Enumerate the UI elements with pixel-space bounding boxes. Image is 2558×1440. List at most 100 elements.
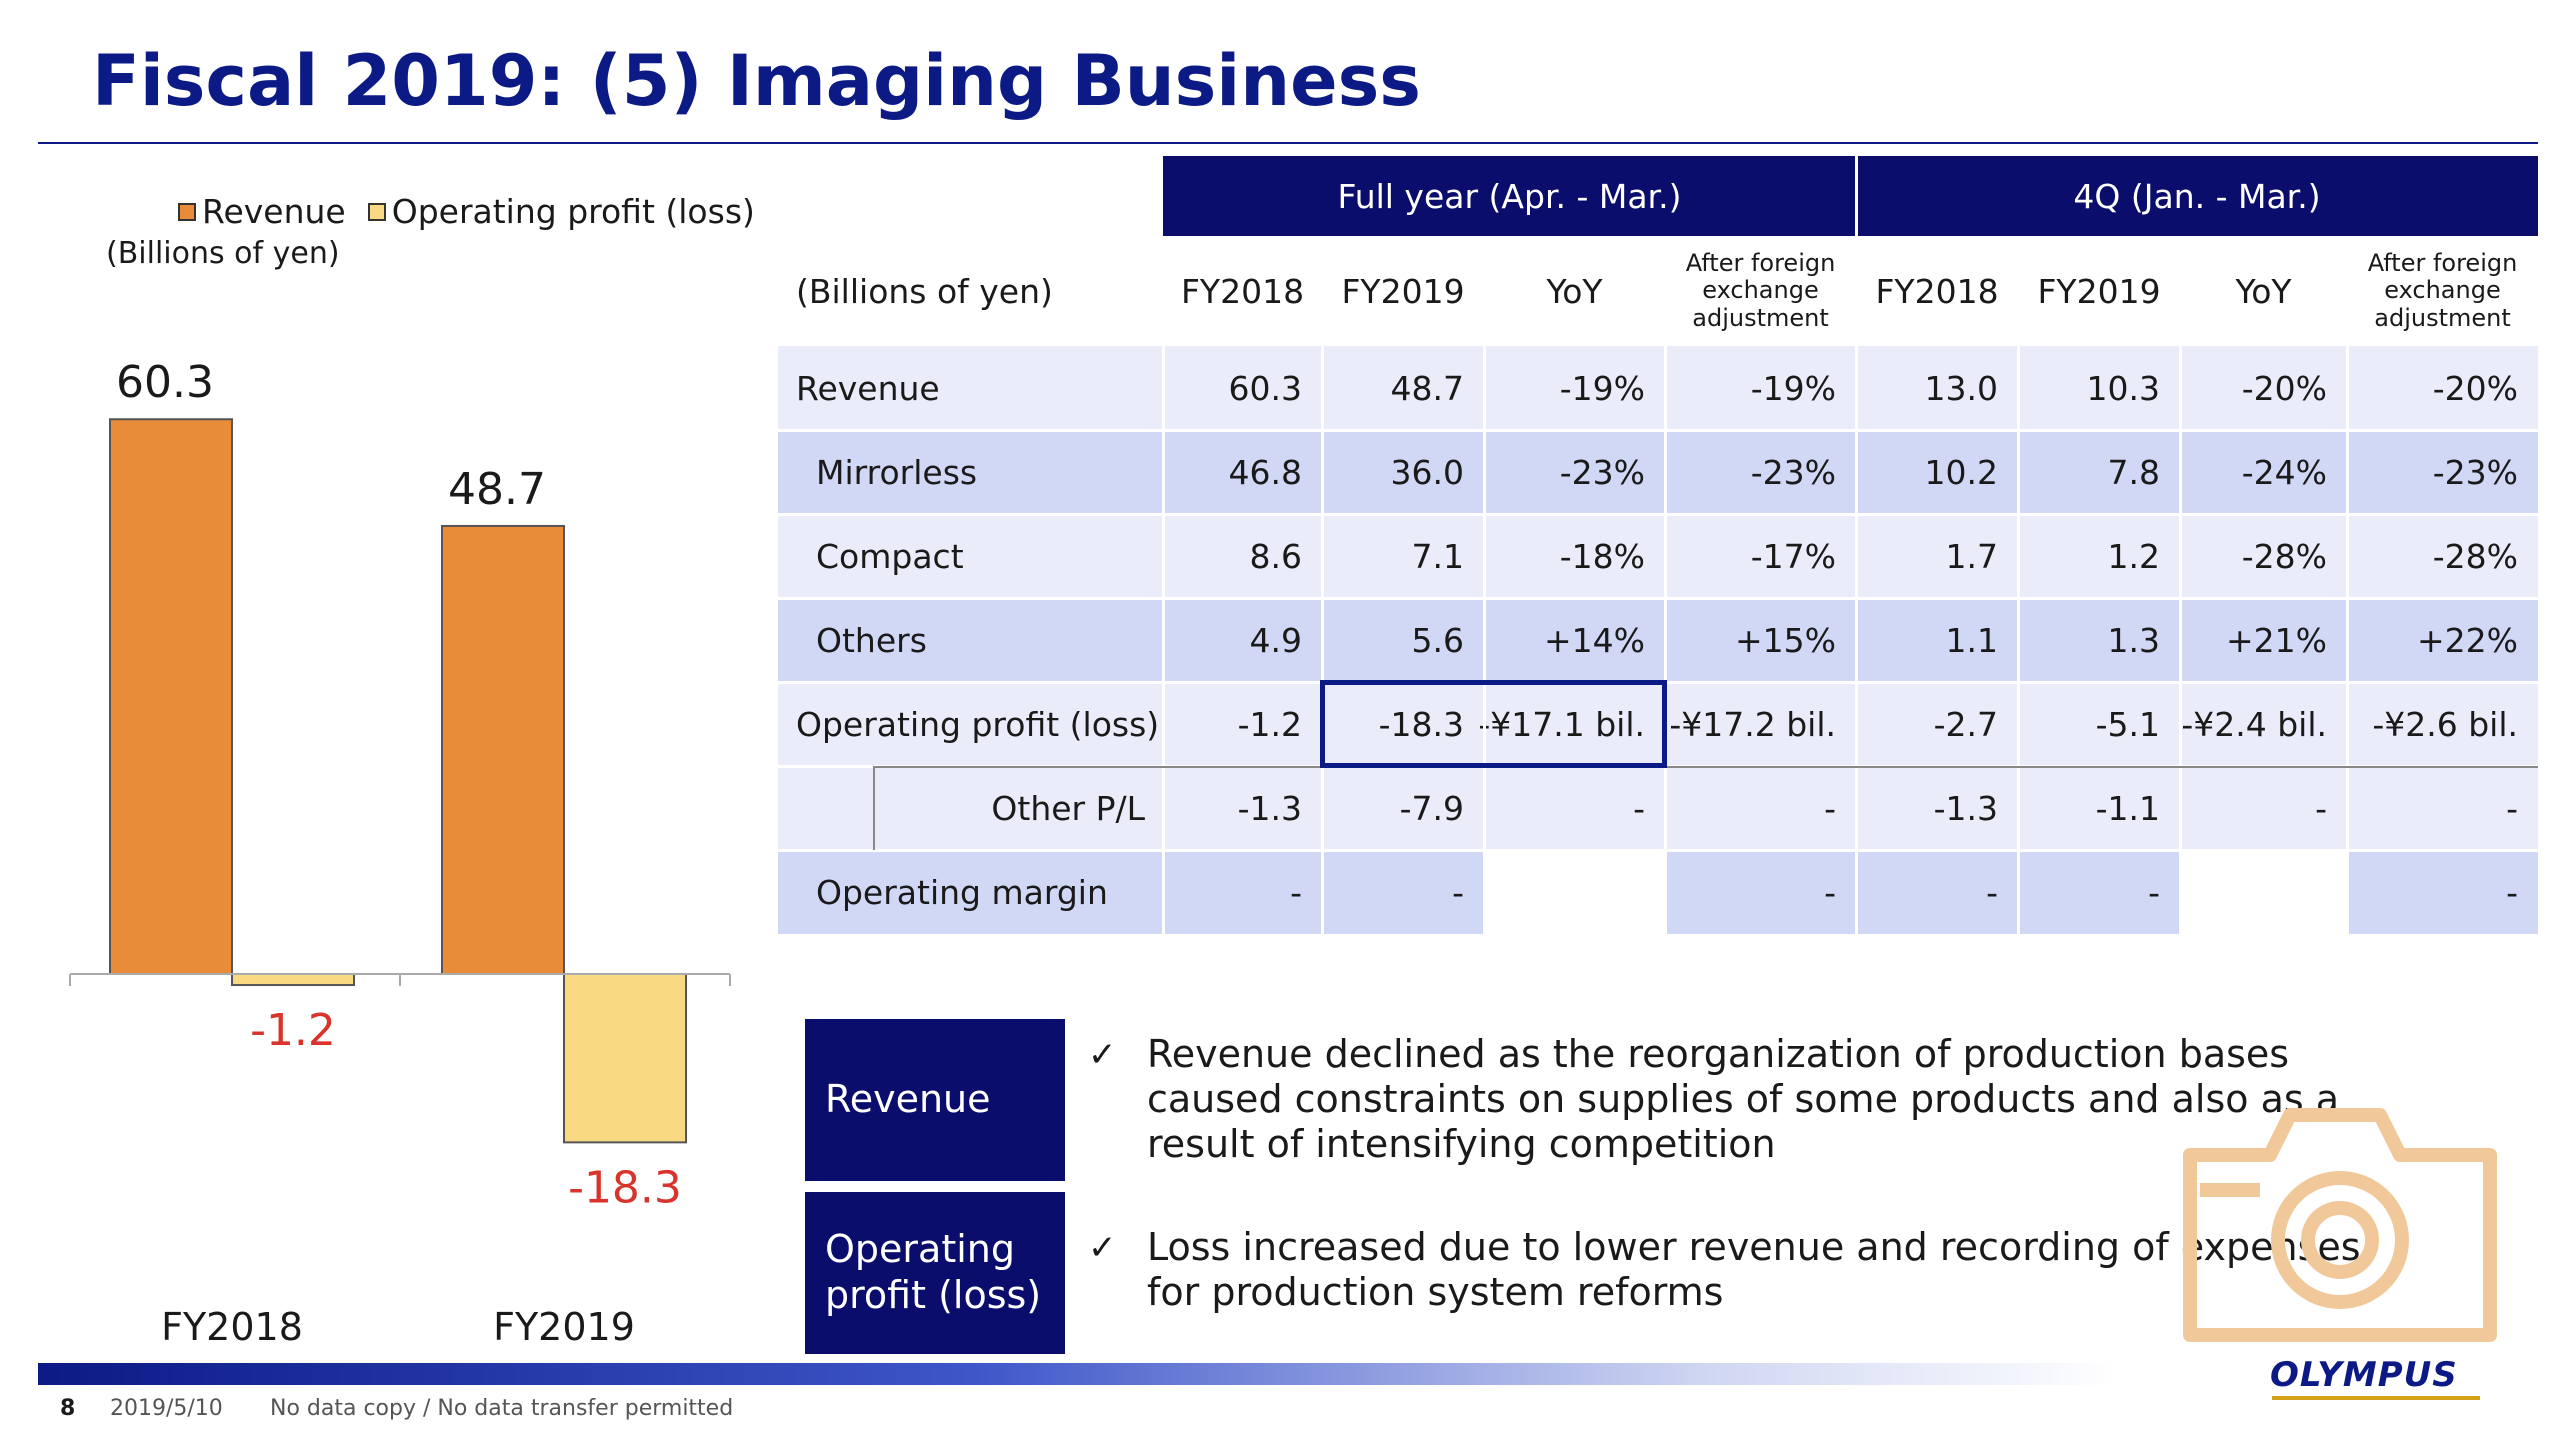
check-icon: ✓ <box>1088 1228 1117 1268</box>
table-cell: -28% <box>2180 514 2347 598</box>
column-divider <box>1162 346 1165 934</box>
table-cell: - <box>2347 766 2538 850</box>
column-divider <box>2346 346 2349 934</box>
table-cell: - <box>1163 850 1322 934</box>
table-cell: -23% <box>2347 430 2538 514</box>
legend-revenue-label: Revenue <box>202 192 346 231</box>
header-full-year: Full year (Apr. - Mar.) <box>1163 156 1856 236</box>
category-label-fy2018: FY2018 <box>161 1305 303 1349</box>
footer-bar <box>38 1363 2118 1385</box>
table-cell: +21% <box>2180 598 2347 682</box>
camera-icon <box>2183 1108 2497 1342</box>
profit-bar-fy2019 <box>563 973 687 1144</box>
column-divider <box>1855 346 1858 934</box>
table-cell: 7.1 <box>1322 514 1484 598</box>
table-cell: -20% <box>2347 346 2538 430</box>
table-cell: -23% <box>1484 430 1665 514</box>
row-label-2: Mirrorless <box>778 430 1163 514</box>
profit-bar-fy2018 <box>231 973 355 987</box>
data-label-profit-fy2019: -18.3 <box>568 1162 682 1213</box>
data-label-profit-fy2018: -1.2 <box>250 1005 336 1056</box>
table-cell: 46.8 <box>1163 430 1322 514</box>
table-cell: 1.7 <box>1856 514 2018 598</box>
table-cell: +14% <box>1484 598 1665 682</box>
header-divider <box>1855 156 1858 236</box>
table-cell: -¥17.2 bil. <box>1665 682 1856 766</box>
table-cell: - <box>2018 850 2180 934</box>
column-divider <box>2179 346 2182 934</box>
table-cell: -7.9 <box>1322 766 1484 850</box>
comment-revenue-heading: Revenue <box>805 1019 1065 1181</box>
table-cell: 10.3 <box>2018 346 2180 430</box>
column-divider <box>1321 346 1324 934</box>
table-cell <box>1484 850 1665 934</box>
row-divider <box>778 513 2538 516</box>
table-cell: 60.3 <box>1163 346 1322 430</box>
table-cell: -23% <box>1665 430 1856 514</box>
table-cell: -28% <box>2347 514 2538 598</box>
table-cell: -18.3 <box>1322 682 1484 766</box>
olympus-logo: OLYMPUS <box>2270 1355 2458 1395</box>
table-cell <box>2180 850 2347 934</box>
column-divider <box>1483 346 1486 934</box>
table-cell: -24% <box>2180 430 2347 514</box>
column-header-1: FY2018 <box>1180 271 1305 311</box>
table-cell: +15% <box>1665 598 1856 682</box>
column-header-6: FY2019 <box>2037 271 2161 311</box>
table-cell: - <box>2347 850 2538 934</box>
table-cell: 10.2 <box>1856 430 2018 514</box>
footer-date: 2019/5/10 <box>110 1396 223 1421</box>
table-cell: 1.3 <box>2018 598 2180 682</box>
table-cell: 4.9 <box>1163 598 1322 682</box>
legend-profit-label: Operating profit (loss) <box>391 192 755 231</box>
table-cell: 7.8 <box>2018 430 2180 514</box>
table-cell: -2.7 <box>1856 682 2018 766</box>
table-cell: - <box>1665 850 1856 934</box>
table-cell: -1.3 <box>1163 766 1322 850</box>
page-number: 8 <box>60 1396 76 1421</box>
table-cell: +22% <box>2347 598 2538 682</box>
other-pl-bracket <box>873 766 875 850</box>
table-cell: - <box>1484 766 1665 850</box>
row-label-7: Operating margin <box>778 850 1163 934</box>
column-header-text: After foreign exchange adjustment <box>1685 248 1836 332</box>
revenue-profit-bar-chart: 60.3 -1.2 FY2018 48.7 -18.3 FY2019 <box>69 357 731 1349</box>
header-4q: 4Q (Jan. - Mar.) <box>1856 156 2538 236</box>
table-cell: - <box>1665 766 1856 850</box>
logo-underline <box>2272 1396 2480 1400</box>
table-cell: -1.3 <box>1856 766 2018 850</box>
column-header-7: YoY <box>2235 271 2292 311</box>
comment-profit-text: Loss increased due to lower revenue and … <box>1147 1225 2361 1314</box>
table-cell: -19% <box>1484 346 1665 430</box>
chart-unit-label: (Billions of yen) <box>106 236 340 271</box>
table-cell: 1.1 <box>1856 598 2018 682</box>
table-cell: -20% <box>2180 346 2347 430</box>
table-cell: -19% <box>1665 346 1856 430</box>
column-header-3: YoY <box>1546 271 1603 311</box>
table-cell: - <box>1322 850 1484 934</box>
chart-legend: Revenue Operating profit (loss) <box>178 192 755 231</box>
table-cell: -¥2.6 bil. <box>2347 682 2538 766</box>
column-divider <box>1664 346 1667 934</box>
table-cell: -18% <box>1484 514 1665 598</box>
column-header-4: After foreign exchange adjustment <box>1665 236 1856 346</box>
comment-profit-heading-text: Operating profit (loss) <box>825 1227 1042 1317</box>
category-label-fy2019: FY2019 <box>493 1305 635 1349</box>
comment-revenue-text: Revenue declined as the reorganization o… <box>1147 1032 2340 1166</box>
row-label-6: Other P/L <box>778 766 1163 850</box>
table-cell: -1.2 <box>1163 682 1322 766</box>
table-cell: 5.6 <box>1322 598 1484 682</box>
data-label-revenue-fy2018: 60.3 <box>116 357 214 408</box>
row-divider <box>778 429 2538 432</box>
column-header-5: FY2018 <box>1875 271 1999 311</box>
operating-profit-highlight <box>1320 680 1667 768</box>
revenue-bar-fy2019 <box>441 524 565 976</box>
row-label-5: Operating profit (loss) <box>778 682 1163 766</box>
revenue-bar-fy2018 <box>109 418 233 976</box>
column-divider <box>2017 346 2020 934</box>
title-divider <box>38 142 2538 144</box>
row-label-1: Revenue <box>778 346 1163 430</box>
row-divider <box>778 849 2538 852</box>
row-label-4: Others <box>778 598 1163 682</box>
table-cell: 36.0 <box>1322 430 1484 514</box>
